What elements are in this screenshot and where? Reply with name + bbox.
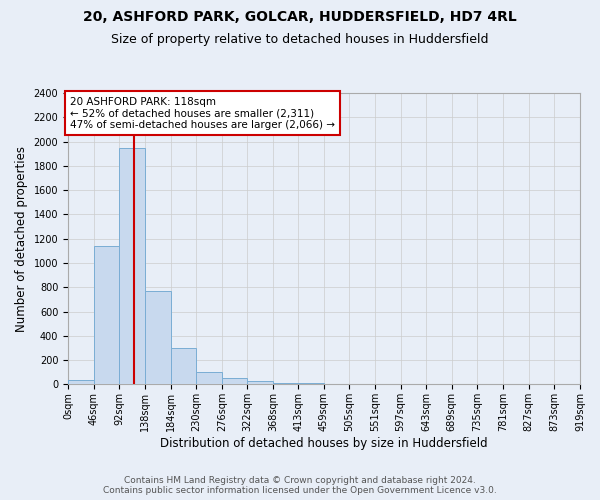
Bar bbox=[170, 348, 196, 385]
Bar bbox=[119, 148, 145, 384]
Bar bbox=[273, 382, 298, 384]
Bar bbox=[247, 381, 273, 384]
Text: 20, ASHFORD PARK, GOLCAR, HUDDERSFIELD, HD7 4RL: 20, ASHFORD PARK, GOLCAR, HUDDERSFIELD, … bbox=[83, 10, 517, 24]
Bar bbox=[68, 380, 94, 384]
Y-axis label: Number of detached properties: Number of detached properties bbox=[15, 146, 28, 332]
Bar bbox=[145, 291, 170, 384]
X-axis label: Distribution of detached houses by size in Huddersfield: Distribution of detached houses by size … bbox=[160, 437, 488, 450]
Bar bbox=[94, 246, 119, 384]
Bar bbox=[222, 378, 247, 384]
Text: Size of property relative to detached houses in Huddersfield: Size of property relative to detached ho… bbox=[111, 32, 489, 46]
Text: Contains HM Land Registry data © Crown copyright and database right 2024.
Contai: Contains HM Land Registry data © Crown c… bbox=[103, 476, 497, 495]
Bar bbox=[196, 372, 222, 384]
Text: 20 ASHFORD PARK: 118sqm
← 52% of detached houses are smaller (2,311)
47% of semi: 20 ASHFORD PARK: 118sqm ← 52% of detache… bbox=[70, 96, 335, 130]
